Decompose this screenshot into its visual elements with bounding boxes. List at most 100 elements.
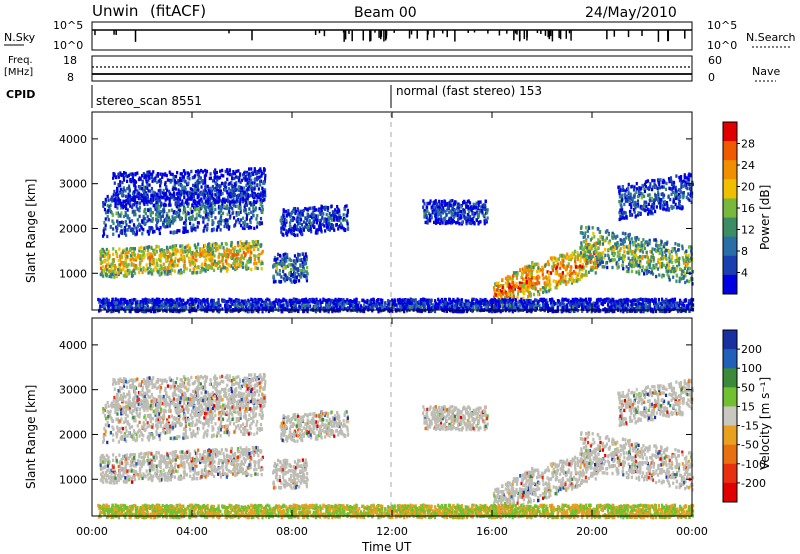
power-cell (545, 290, 548, 294)
power-cell (330, 204, 333, 208)
power-cell (467, 209, 471, 214)
power-cell (294, 266, 297, 270)
power-cell (262, 193, 265, 197)
power-cell (206, 194, 210, 198)
power-cell (200, 197, 203, 201)
power-cell (206, 201, 210, 205)
power-cell (116, 219, 119, 223)
power-cell (154, 265, 157, 269)
power-cell (202, 189, 205, 193)
power-cell (204, 200, 207, 204)
power-cell (594, 257, 597, 261)
power-cell (561, 276, 564, 281)
power-cell (524, 266, 527, 270)
power-cell (546, 270, 549, 274)
freq-tick-top: 18 (63, 54, 77, 67)
power-cell (119, 257, 122, 261)
power-cell (573, 249, 577, 254)
power-cell (233, 192, 236, 197)
power-cell (129, 204, 132, 208)
power-cell (623, 237, 626, 242)
power-cell (138, 270, 141, 275)
power-cell (627, 235, 630, 240)
power-cell (515, 276, 519, 280)
power-cell (189, 191, 192, 196)
power-cell (682, 269, 685, 274)
power-cell (475, 210, 479, 214)
power-cell (624, 236, 628, 240)
power-cell (190, 257, 193, 261)
power-cell (441, 210, 444, 215)
power-cell (240, 186, 244, 190)
power-cell (601, 260, 604, 264)
power-cell (440, 218, 443, 222)
power-cell (181, 250, 184, 254)
power-cell (239, 263, 242, 267)
power-cell (646, 186, 649, 191)
power-cell (127, 263, 130, 267)
power-cell (160, 265, 163, 269)
power-cell (588, 249, 592, 254)
power-cell (203, 268, 206, 272)
power-cell (228, 216, 232, 220)
power-cell (288, 228, 291, 232)
power-cell (653, 266, 656, 270)
power-cell (146, 202, 149, 207)
power-cell (263, 190, 266, 194)
power-cell (241, 246, 245, 251)
power-cell (136, 192, 139, 197)
power-cell (475, 201, 478, 205)
power-cell (512, 292, 515, 296)
power-cell (629, 249, 632, 253)
power-cell (306, 227, 310, 231)
power-cell (100, 271, 103, 275)
power-cell (144, 196, 147, 201)
power-cell (246, 177, 249, 182)
power-cell (653, 247, 656, 252)
power-cell (195, 216, 198, 220)
power-cell (217, 255, 220, 260)
power-cell (117, 175, 120, 179)
power-cell (439, 215, 443, 219)
power-cell (304, 273, 307, 278)
power-cell (611, 251, 614, 256)
power-cell (650, 271, 653, 275)
power-cell (247, 167, 251, 171)
power-cell (141, 179, 144, 184)
power-cell (567, 280, 570, 284)
power-cell (682, 194, 685, 198)
power-cell (576, 253, 580, 257)
power-cell (155, 250, 158, 254)
power-cell (158, 231, 161, 236)
cpid-label: CPID (6, 88, 35, 101)
power-cell (346, 208, 349, 213)
power-cell (209, 172, 212, 176)
power-cell (668, 260, 671, 264)
power-cell (225, 242, 228, 246)
power-cell (126, 208, 129, 212)
power-cell (671, 260, 674, 265)
power-cell (596, 258, 599, 262)
power-cell (284, 254, 287, 259)
power-cell (597, 246, 600, 250)
power-cell (101, 249, 104, 254)
power-cell (187, 211, 190, 216)
power-cell (429, 199, 432, 203)
power-cell (126, 214, 129, 218)
power-cell (651, 247, 654, 251)
power-cell (557, 283, 560, 287)
power-cell (184, 215, 187, 220)
power-cell (453, 202, 456, 206)
power-cell (258, 222, 261, 226)
power-cell (241, 265, 244, 269)
power-cell (189, 195, 193, 199)
power-cell (301, 212, 304, 216)
power-cell (138, 248, 141, 253)
power-cell (584, 225, 588, 230)
power-cell (484, 207, 487, 212)
power-cell (195, 212, 198, 216)
power-cell (298, 221, 302, 226)
power-cell (203, 180, 207, 185)
power-cell (307, 224, 310, 229)
power-cell (144, 177, 148, 182)
